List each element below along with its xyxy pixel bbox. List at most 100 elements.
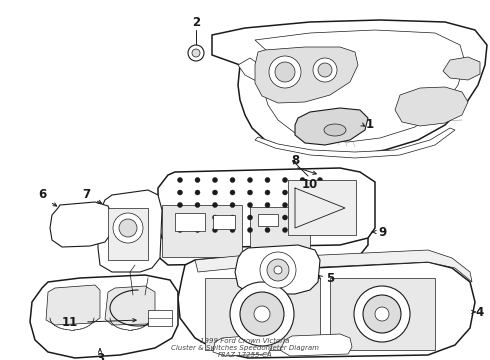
Bar <box>205 278 320 350</box>
Polygon shape <box>443 57 480 80</box>
Bar <box>162 205 242 257</box>
Bar <box>330 278 435 350</box>
Circle shape <box>177 202 182 207</box>
Polygon shape <box>212 20 487 155</box>
Bar <box>213 215 235 229</box>
Text: 3: 3 <box>96 351 104 360</box>
Circle shape <box>300 228 305 233</box>
Circle shape <box>265 228 270 233</box>
Polygon shape <box>195 250 472 282</box>
Circle shape <box>269 56 301 88</box>
Text: 10: 10 <box>302 179 318 192</box>
Circle shape <box>213 202 218 207</box>
Circle shape <box>247 190 252 195</box>
Text: 7: 7 <box>82 189 90 202</box>
Circle shape <box>230 177 235 183</box>
Circle shape <box>300 215 305 220</box>
Ellipse shape <box>324 124 346 136</box>
Circle shape <box>375 307 389 321</box>
Circle shape <box>283 228 288 233</box>
Polygon shape <box>98 190 162 272</box>
Circle shape <box>213 228 218 233</box>
Circle shape <box>247 202 252 207</box>
Circle shape <box>267 259 289 281</box>
Circle shape <box>195 215 200 220</box>
Circle shape <box>230 228 235 233</box>
Circle shape <box>247 177 252 183</box>
Text: 9: 9 <box>378 225 386 238</box>
Polygon shape <box>46 285 100 325</box>
Polygon shape <box>30 275 178 358</box>
Circle shape <box>113 213 143 243</box>
Text: 1999 Ford Crown Victoria
Cluster & Switches Speedometer Diagram
F8AZ-17255-CA: 1999 Ford Crown Victoria Cluster & Switc… <box>171 338 319 358</box>
Circle shape <box>230 190 235 195</box>
Circle shape <box>195 190 200 195</box>
Circle shape <box>318 177 322 183</box>
Circle shape <box>240 292 284 336</box>
Circle shape <box>195 202 200 207</box>
Polygon shape <box>213 335 272 356</box>
Polygon shape <box>280 334 352 356</box>
Circle shape <box>177 215 182 220</box>
Circle shape <box>213 215 218 220</box>
Text: 4: 4 <box>476 306 484 319</box>
Circle shape <box>188 45 204 61</box>
Circle shape <box>318 202 322 207</box>
Circle shape <box>195 228 200 233</box>
Circle shape <box>213 177 218 183</box>
Circle shape <box>283 202 288 207</box>
Circle shape <box>247 215 252 220</box>
Circle shape <box>265 177 270 183</box>
Circle shape <box>300 177 305 183</box>
Text: 11: 11 <box>62 315 78 328</box>
Circle shape <box>247 228 252 233</box>
Text: 8: 8 <box>291 153 299 166</box>
Polygon shape <box>50 202 112 247</box>
Text: 2: 2 <box>192 15 200 28</box>
Bar <box>108 208 148 260</box>
Polygon shape <box>105 286 155 325</box>
Text: 1: 1 <box>366 117 374 130</box>
Circle shape <box>275 62 295 82</box>
Bar <box>148 310 172 326</box>
Circle shape <box>119 219 137 237</box>
Polygon shape <box>178 255 475 358</box>
Bar <box>175 213 205 231</box>
Polygon shape <box>255 30 465 142</box>
Circle shape <box>254 306 270 322</box>
Circle shape <box>260 252 296 288</box>
Circle shape <box>230 215 235 220</box>
Circle shape <box>283 177 288 183</box>
Circle shape <box>318 63 332 77</box>
Bar <box>250 207 310 257</box>
Circle shape <box>313 58 337 82</box>
Circle shape <box>283 190 288 195</box>
Circle shape <box>213 190 218 195</box>
Circle shape <box>274 266 282 274</box>
Bar <box>288 180 356 235</box>
Polygon shape <box>158 168 375 248</box>
Circle shape <box>177 190 182 195</box>
Circle shape <box>177 228 182 233</box>
Circle shape <box>283 215 288 220</box>
Circle shape <box>300 202 305 207</box>
Text: 6: 6 <box>38 189 46 202</box>
Circle shape <box>177 177 182 183</box>
Circle shape <box>265 215 270 220</box>
Circle shape <box>363 295 401 333</box>
Circle shape <box>300 190 305 195</box>
Circle shape <box>354 286 410 342</box>
Bar <box>258 214 278 226</box>
Circle shape <box>265 190 270 195</box>
Circle shape <box>192 49 200 57</box>
Polygon shape <box>395 87 468 126</box>
Polygon shape <box>255 47 358 103</box>
Polygon shape <box>150 188 368 265</box>
Polygon shape <box>255 128 455 158</box>
Polygon shape <box>295 108 368 145</box>
Polygon shape <box>238 58 265 82</box>
Circle shape <box>195 177 200 183</box>
Circle shape <box>265 202 270 207</box>
Circle shape <box>318 190 322 195</box>
Circle shape <box>230 202 235 207</box>
